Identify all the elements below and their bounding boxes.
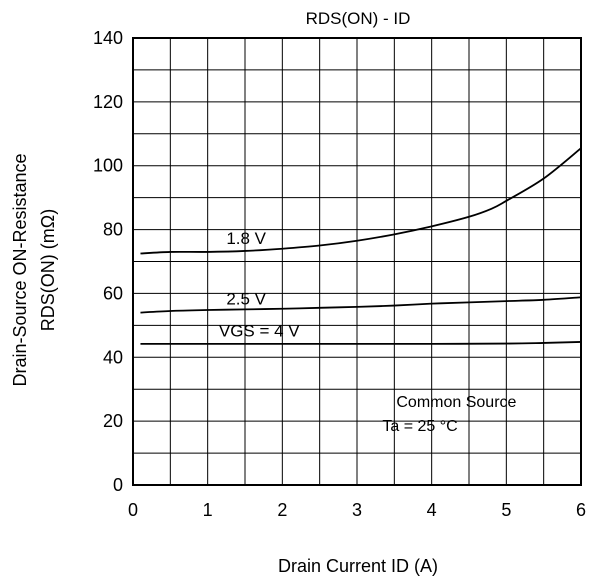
y-tick-label: 40 (103, 347, 123, 367)
x-tick-label: 1 (203, 500, 213, 520)
y-tick-label: 20 (103, 411, 123, 431)
y-tick-label: 120 (93, 92, 123, 112)
series-line (140, 147, 582, 255)
x-tick-label: 3 (352, 500, 362, 520)
y-axis-title-line-1: Drain-Source ON-Resistance (10, 153, 30, 386)
x-axis-title: Drain Current ID (A) (278, 556, 438, 576)
series-line (140, 296, 582, 314)
series-lines (140, 147, 582, 345)
x-tick-label: 5 (501, 500, 511, 520)
series-line (140, 341, 582, 345)
y-axis-ticks: 0 20 40 60 80 100 120 140 (93, 28, 123, 495)
conditions-note-line-2: Ta = 25 °C (382, 418, 457, 435)
y-axis-title-line-2: RDS(ON) (mΩ) (38, 209, 58, 331)
conditions-note: Common Source Ta = 25 °C (382, 394, 516, 435)
series-label: 2.5 V (226, 290, 266, 309)
x-tick-label: 6 (576, 500, 586, 520)
x-tick-label: 2 (277, 500, 287, 520)
y-tick-label: 140 (93, 28, 123, 48)
x-tick-label: 0 (128, 500, 138, 520)
series-labels: 1.8 V 2.5 V VGS = 4 V (219, 229, 300, 341)
grid (133, 38, 581, 485)
chart-title: RDS(ON) - ID (306, 9, 411, 28)
y-tick-label: 80 (103, 220, 123, 240)
series-label: 1.8 V (226, 229, 266, 248)
x-tick-label: 4 (427, 500, 437, 520)
y-axis-title: Drain-Source ON-Resistance RDS(ON) (mΩ) (10, 153, 58, 386)
y-tick-label: 0 (113, 475, 123, 495)
y-tick-label: 100 (93, 156, 123, 176)
conditions-note-line-1: Common Source (396, 394, 516, 411)
x-axis-ticks: 0 1 2 3 4 5 6 (128, 500, 586, 520)
y-tick-label: 60 (103, 283, 123, 303)
plot-frame (132, 37, 582, 486)
series-label: VGS = 4 V (219, 322, 300, 341)
